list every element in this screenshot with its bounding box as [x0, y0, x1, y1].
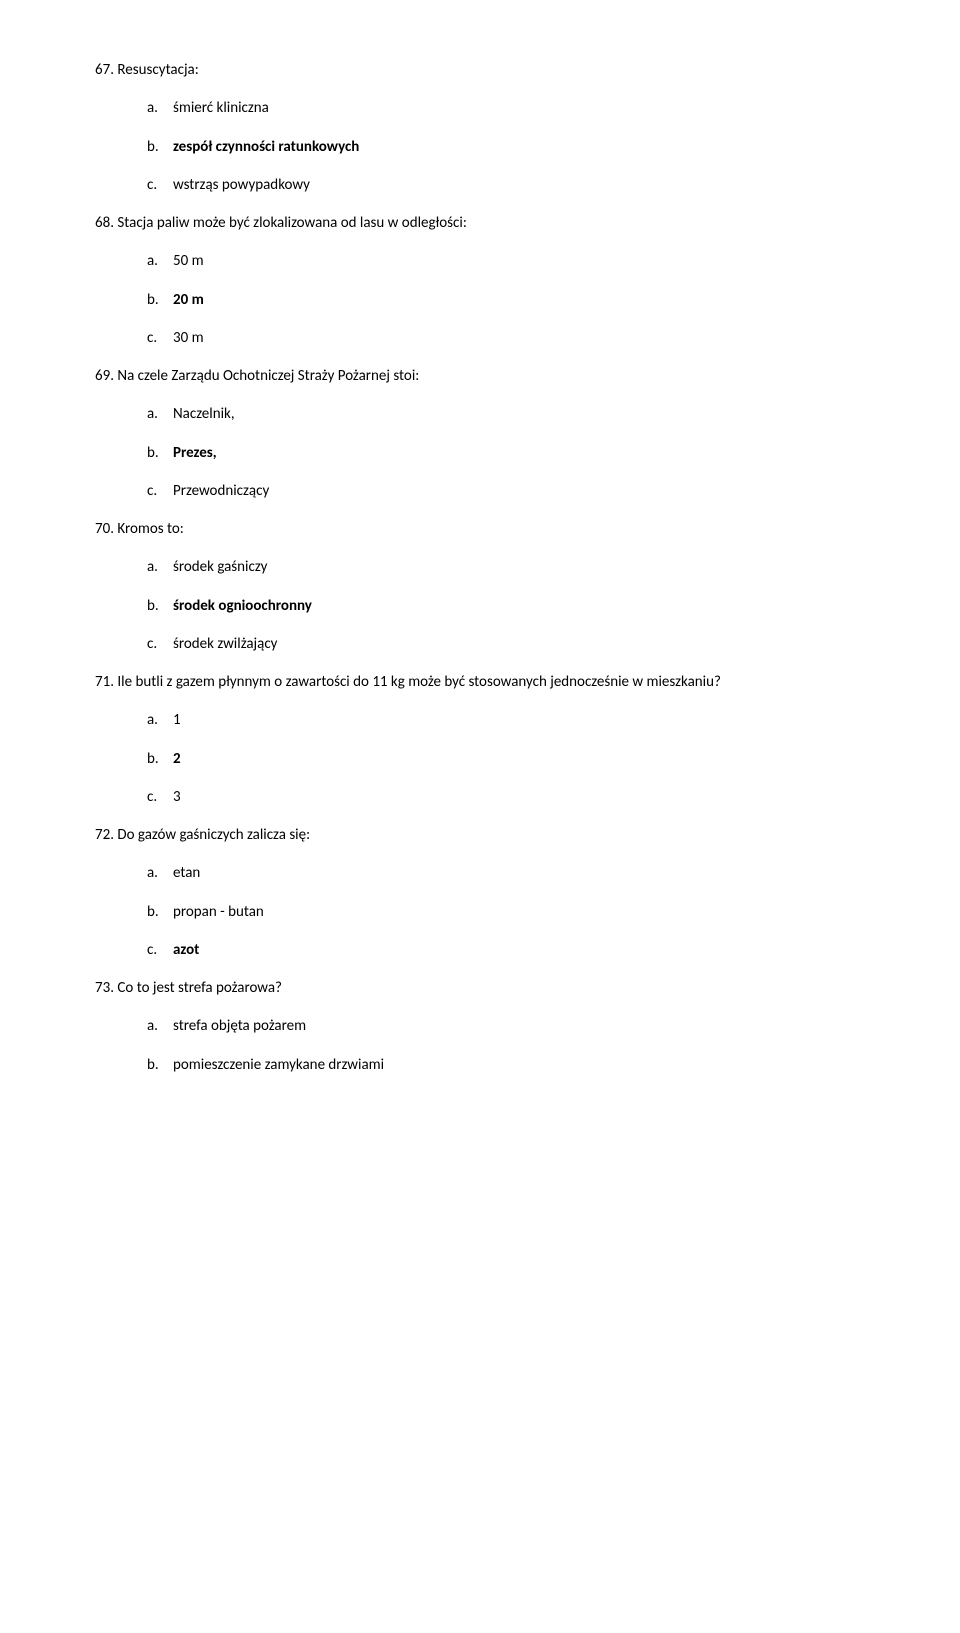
- question-text: 73. Co to jest strefa pożarowa?: [95, 978, 865, 998]
- question: 67. Resuscytacja: a.śmierć kliniczna b.zes…: [95, 60, 865, 195]
- question-text: 69. Na czele Zarządu Ochotniczej Straży …: [95, 366, 865, 386]
- option-letter: b.: [147, 290, 173, 310]
- question: 68. Stacja paliw może być zlokalizowana …: [95, 213, 865, 348]
- answer-option: a.Naczelnik,: [147, 404, 865, 424]
- question-text: 72. Do gazów gaśniczych zalicza się:: [95, 825, 865, 845]
- answer-option: a.środek gaśniczy: [147, 557, 865, 577]
- option-text: strefa objęta pożarem: [173, 1017, 306, 1035]
- option-text: 2: [173, 750, 181, 768]
- question-number: 72.: [95, 826, 114, 844]
- option-text: pomieszczenie zamykane drzwiami: [173, 1056, 384, 1074]
- option-text: środek gaśniczy: [173, 558, 267, 576]
- option-text: azot: [173, 941, 199, 959]
- option-letter: a.: [147, 710, 173, 730]
- question-number: 67.: [95, 61, 114, 79]
- option-text: środek ognioochronny: [173, 597, 312, 615]
- option-text: 50 m: [173, 252, 204, 270]
- option-letter: a.: [147, 1016, 173, 1036]
- question-number: 70.: [95, 520, 114, 538]
- option-text: 3: [173, 788, 181, 806]
- answer-option: b.Prezes,: [147, 443, 865, 463]
- option-text: propan - butan: [173, 903, 264, 921]
- option-letter: b.: [147, 443, 173, 463]
- option-letter: a.: [147, 98, 173, 118]
- question-number: 71.: [95, 673, 114, 691]
- answer-option: c.azot: [147, 940, 865, 960]
- option-text: Naczelnik,: [173, 405, 235, 423]
- option-text: Przewodniczący: [173, 482, 269, 500]
- answer-option: c.30 m: [147, 328, 865, 348]
- option-letter: b.: [147, 596, 173, 616]
- answer-option: c.3: [147, 787, 865, 807]
- question-text: 67. Resuscytacja:: [95, 60, 865, 80]
- answer-option: b.pomieszczenie zamykane drzwiami: [147, 1055, 865, 1075]
- question-body: Kromos to:: [117, 520, 183, 538]
- option-letter: c.: [147, 175, 173, 195]
- option-letter: c.: [147, 940, 173, 960]
- option-letter: c.: [147, 481, 173, 501]
- question: 69. Na czele Zarządu Ochotniczej Straży …: [95, 366, 865, 501]
- option-letter: a.: [147, 251, 173, 271]
- answer-option: b.20 m: [147, 290, 865, 310]
- option-letter: c.: [147, 328, 173, 348]
- question-body: Resuscytacja:: [117, 61, 198, 79]
- question: 73. Co to jest strefa pożarowa? a.strefa …: [95, 978, 865, 1075]
- question-text: 68. Stacja paliw może być zlokalizowana …: [95, 213, 865, 233]
- answer-option: b.2: [147, 749, 865, 769]
- question-body: Do gazów gaśniczych zalicza się:: [117, 826, 310, 844]
- question-body: Ile butli z gazem płynnym o zawartości d…: [117, 673, 721, 691]
- answer-option: c.środek zwilżający: [147, 634, 865, 654]
- answer-option: b.środek ognioochronny: [147, 596, 865, 616]
- question: 72. Do gazów gaśniczych zalicza się: a.et…: [95, 825, 865, 960]
- option-text: środek zwilżający: [173, 635, 277, 653]
- option-letter: b.: [147, 137, 173, 157]
- option-text: Prezes,: [173, 444, 217, 462]
- option-text: 30 m: [173, 329, 204, 347]
- option-text: zespół czynności ratunkowych: [173, 138, 359, 156]
- answer-option: a.strefa objęta pożarem: [147, 1016, 865, 1036]
- question-body: Na czele Zarządu Ochotniczej Straży Poża…: [117, 367, 419, 385]
- option-text: wstrząs powypadkowy: [173, 176, 310, 194]
- question: 70. Kromos to:a.środek gaśniczyb.środek …: [95, 519, 865, 654]
- answer-option: b.zespół czynności ratunkowych: [147, 137, 865, 157]
- option-letter: c.: [147, 634, 173, 654]
- answer-option: c.wstrząs powypadkowy: [147, 175, 865, 195]
- option-text: 1: [173, 711, 181, 729]
- question-body: Co to jest strefa pożarowa?: [117, 979, 282, 997]
- option-letter: a.: [147, 404, 173, 424]
- answer-option: a.śmierć kliniczna: [147, 98, 865, 118]
- answer-option: a.etan: [147, 863, 865, 883]
- question-body: Stacja paliw może być zlokalizowana od l…: [117, 214, 466, 232]
- option-letter: b.: [147, 1055, 173, 1075]
- option-letter: c.: [147, 787, 173, 807]
- question: 71. Ile butli z gazem płynnym o zawartoś…: [95, 672, 865, 807]
- answer-option: c.Przewodniczący: [147, 481, 865, 501]
- answer-option: a.1: [147, 710, 865, 730]
- question-text: 70. Kromos to:: [95, 519, 865, 539]
- option-text: śmierć kliniczna: [173, 99, 269, 117]
- option-letter: b.: [147, 902, 173, 922]
- option-text: 20 m: [173, 291, 204, 309]
- option-letter: a.: [147, 557, 173, 577]
- option-text: etan: [173, 864, 200, 882]
- question-number: 73.: [95, 979, 114, 997]
- option-letter: b.: [147, 749, 173, 769]
- answer-option: a.50 m: [147, 251, 865, 271]
- document-body: 67. Resuscytacja:a.śmierć klinicznab.zes…: [95, 60, 865, 1075]
- answer-option: b.propan - butan: [147, 902, 865, 922]
- option-letter: a.: [147, 863, 173, 883]
- question-number: 69.: [95, 367, 114, 385]
- question-text: 71. Ile butli z gazem płynnym o zawartoś…: [95, 672, 865, 692]
- question-number: 68.: [95, 214, 114, 232]
